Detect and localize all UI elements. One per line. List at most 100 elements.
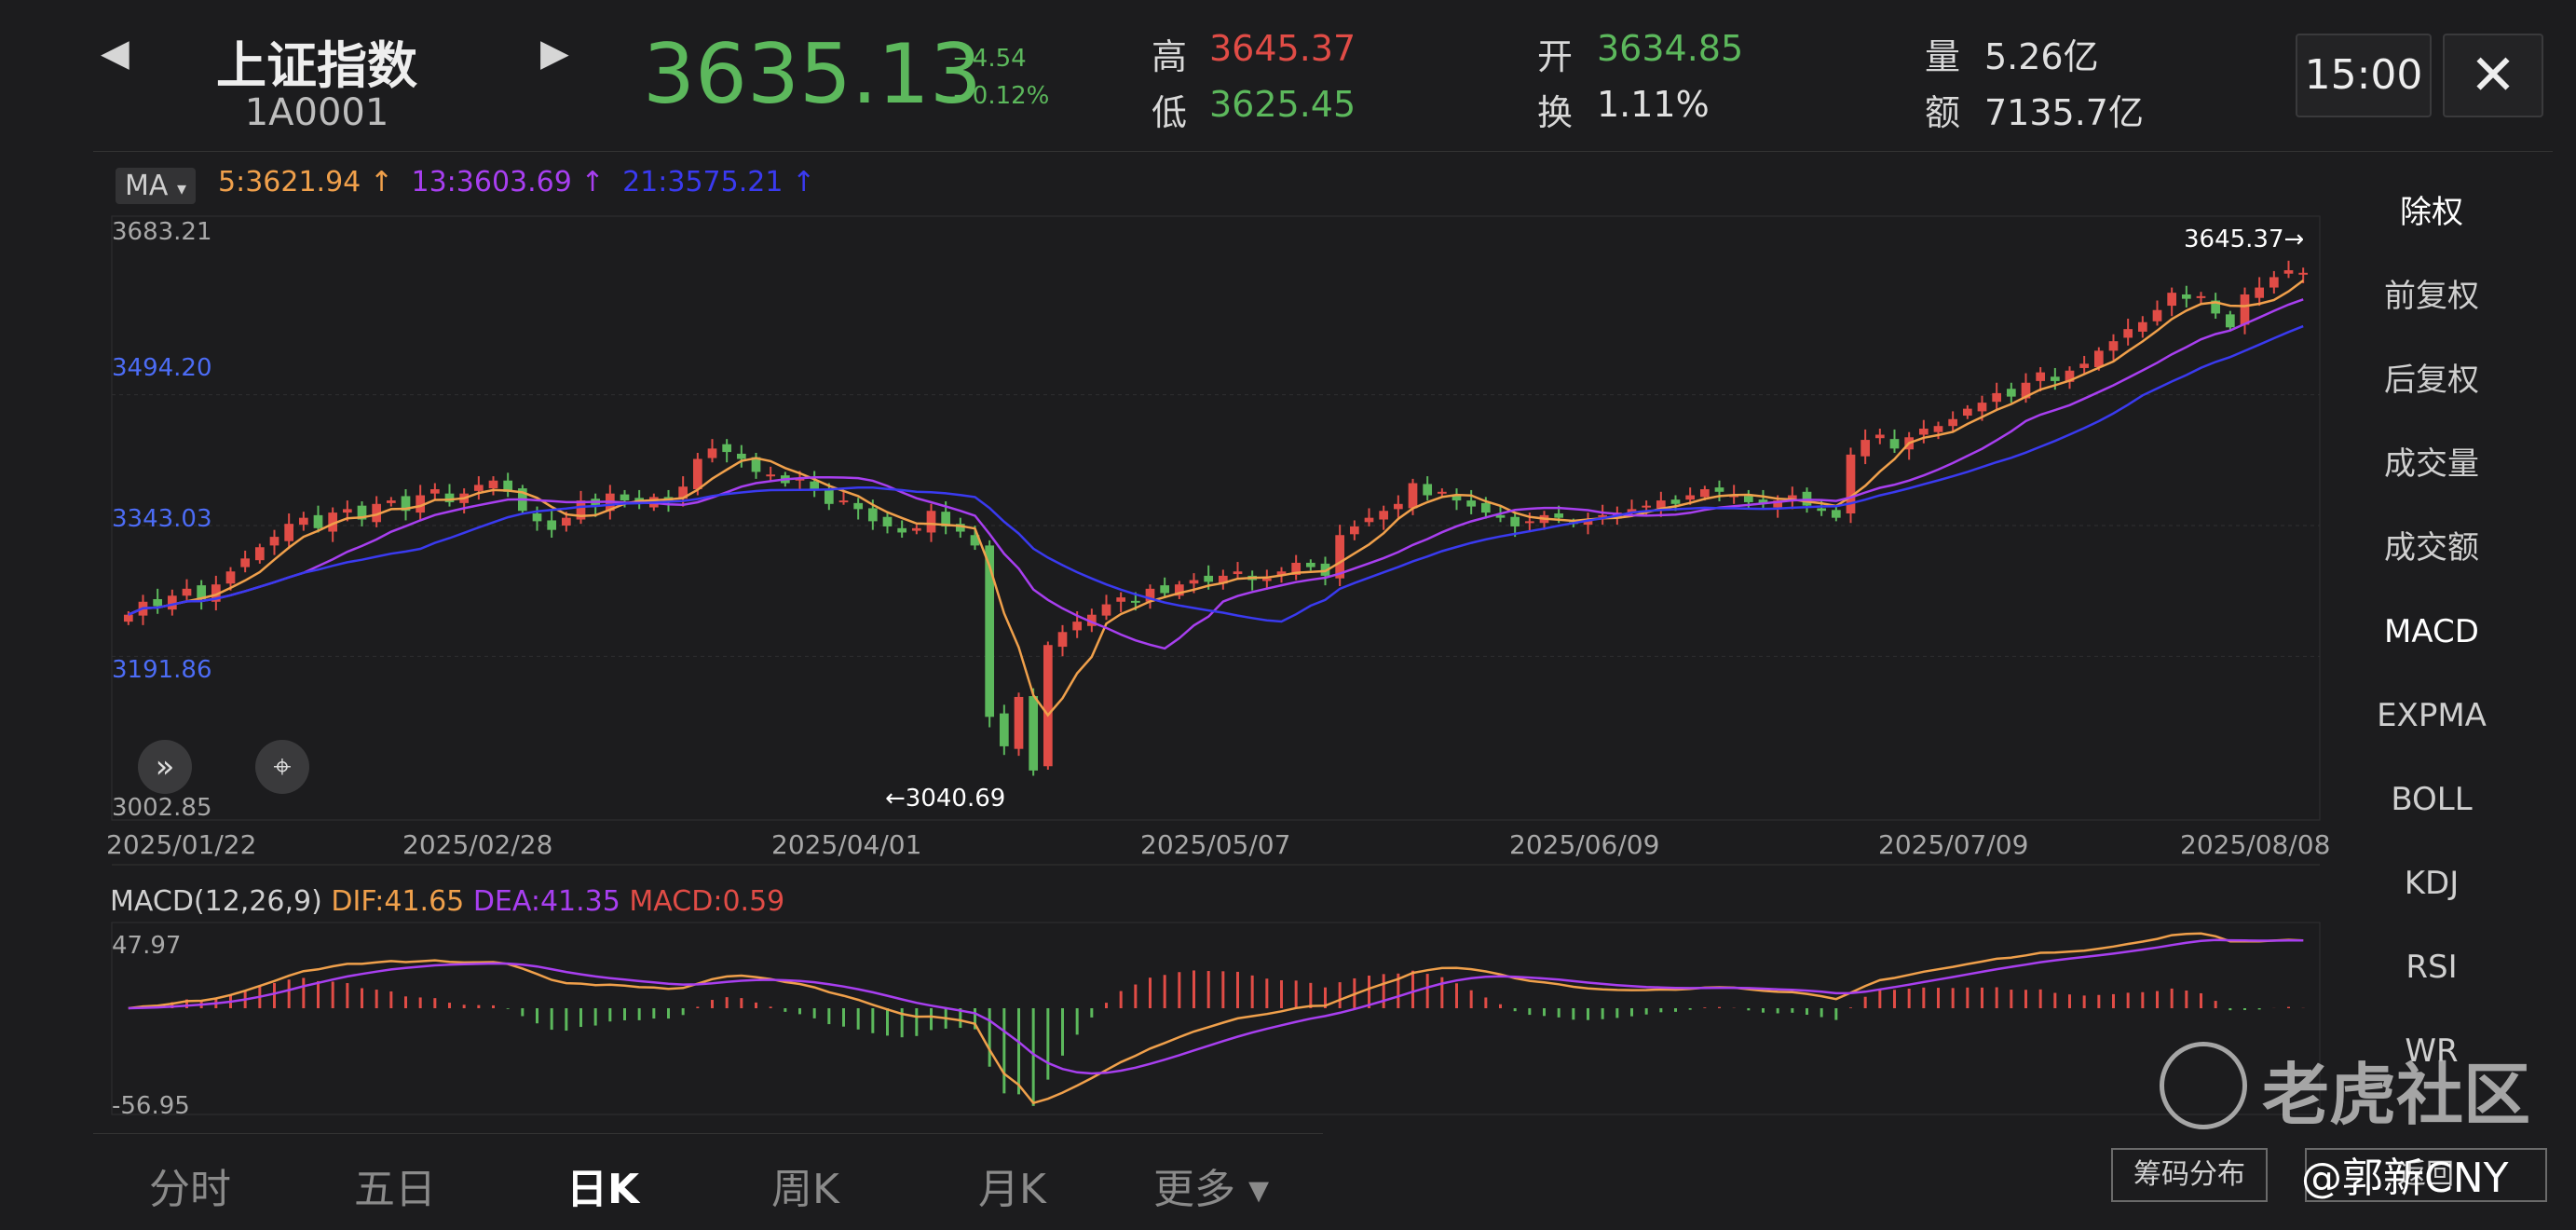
candle-body: [853, 502, 864, 510]
candle-body: [1379, 511, 1389, 520]
sidebar-item-3[interactable]: 成交量: [2384, 445, 2479, 483]
candle-body: [1524, 521, 1534, 524]
x-tick-2: 2025/02/28: [402, 829, 553, 860]
watermark-brand: 老虎社区: [2262, 1056, 2531, 1134]
sidebar-item-1[interactable]: 前复权: [2384, 278, 2479, 315]
turnover-label: 换: [1537, 92, 1574, 133]
x-tick-7: 2025/08/08: [2180, 829, 2331, 860]
ma21-value: 21:3575.21: [622, 166, 784, 198]
candle-body: [1086, 614, 1097, 626]
sidebar-item-7[interactable]: BOLL: [2391, 781, 2473, 818]
price-change-pct: −0.12%: [952, 82, 1050, 110]
candle-body: [1145, 588, 1155, 602]
candle-body: [1685, 495, 1696, 500]
candle-body: [1627, 509, 1637, 513]
x-tick-6: 2025/07/09: [1878, 829, 2029, 860]
time-button[interactable]: 15:00: [2296, 34, 2432, 117]
candle-body: [867, 508, 878, 522]
sidebar-item-5[interactable]: MACD: [2384, 613, 2479, 650]
candle-body: [1948, 418, 1958, 427]
candle-body: [167, 595, 177, 610]
candle-body: [1233, 571, 1243, 575]
candle-body: [1758, 499, 1768, 504]
ma21-up-arrow-icon: ↑: [791, 166, 816, 198]
macd-dea: DEA:41.35: [472, 885, 620, 918]
candle-body: [1583, 519, 1593, 526]
tab-monthly-k[interactable]: 月K: [978, 1166, 1046, 1213]
candle-body: [692, 458, 702, 490]
candle-body: [1291, 562, 1302, 575]
prev-stock-arrow-icon[interactable]: ◀: [101, 32, 129, 75]
candle-body: [1130, 600, 1140, 603]
candle-body: [1057, 632, 1068, 648]
tab-weekly-k[interactable]: 周K: [771, 1166, 839, 1213]
open-label: 开: [1537, 36, 1574, 77]
sidebar-item-6[interactable]: EXPMA: [2377, 697, 2487, 734]
close-icon[interactable]: ✕: [2443, 34, 2543, 117]
candle-body: [1335, 535, 1345, 579]
candle-body: [1642, 505, 1652, 508]
right-action-button[interactable]: 返回: [2305, 1148, 2547, 1202]
y-tick-3: 3343.03: [112, 505, 212, 533]
sidebar-item-8[interactable]: KDJ: [2404, 865, 2460, 902]
high-marker: 3645.37→: [2184, 226, 2305, 253]
candle-body: [1554, 513, 1564, 518]
candle-body: [2079, 363, 2090, 368]
candle-body: [2240, 294, 2250, 325]
bottom-divider: [93, 1133, 1323, 1134]
macd-dif: DIF:41.65: [331, 885, 465, 918]
macd-y-bottom: -56.95: [112, 1092, 190, 1120]
candle-body: [1423, 484, 1433, 496]
candle-body: [1174, 584, 1184, 596]
candle-body: [503, 480, 513, 492]
indicator-sidebar: 除权前复权后复权成交量成交额 MACD EXPMA BOLL KDJ RSI WR: [2329, 186, 2534, 1109]
price-change: −4.54: [952, 45, 1027, 73]
tab-more[interactable]: 更多 ▾: [1153, 1166, 1270, 1213]
candle-body: [1510, 516, 1520, 526]
sidebar-item-9[interactable]: RSI: [2406, 949, 2458, 986]
tab-daily-k[interactable]: 日K: [566, 1166, 640, 1213]
candle-body: [1043, 645, 1053, 767]
ma-selector[interactable]: MA ▾: [116, 168, 196, 204]
stock-code: 1A0001: [244, 91, 389, 134]
ma13-line: [128, 298, 2304, 650]
low-label: 低: [1152, 92, 1188, 133]
next-stock-arrow-icon[interactable]: ▶: [540, 32, 569, 75]
candle-body: [1656, 500, 1666, 509]
tab-intraday[interactable]: 分时: [149, 1166, 231, 1213]
candle-body: [1204, 575, 1214, 582]
candle-body: [1218, 575, 1228, 584]
macd-header: MACD(12,26,9) DIF:41.65 DEA:41.35 MACD:0…: [110, 885, 784, 918]
candle-body: [2298, 272, 2309, 275]
candle-body: [576, 500, 586, 520]
macd-value: MACD:0.59: [629, 885, 785, 918]
x-tick-3: 2025/04/01: [771, 829, 922, 860]
y-tick-2: 3494.20: [112, 354, 212, 382]
candle-body: [2255, 287, 2265, 298]
candle-body: [678, 486, 688, 499]
candle-body: [2225, 314, 2235, 328]
sidebar-item-2[interactable]: 后复权: [2384, 362, 2479, 399]
candle-body: [2065, 370, 2075, 382]
crosshair-icon[interactable]: ⌖: [255, 740, 309, 794]
volume-label: 量: [1925, 36, 1961, 77]
candle-body: [751, 457, 761, 472]
expand-chart-icon[interactable]: »: [138, 740, 192, 794]
candle-body: [1846, 454, 1856, 514]
candle-body: [2167, 293, 2177, 307]
chip-distribution-button[interactable]: 筹码分布: [2111, 1148, 2268, 1202]
sidebar-item-4[interactable]: 成交额: [2384, 529, 2479, 567]
sidebar-item-0[interactable]: 除权: [2400, 194, 2463, 231]
candle-body: [766, 474, 776, 477]
ma5-value: 5:3621.94: [218, 166, 361, 198]
ma-legend: 5:3621.94 ↑ 13:3603.69 ↑ 21:3575.21 ↑: [218, 166, 815, 198]
candle-body: [473, 485, 484, 491]
sidebar-item-10[interactable]: WR: [2405, 1032, 2459, 1070]
y-tick-bottom: 3002.85: [112, 794, 212, 822]
tab-five-day[interactable]: 五日: [354, 1166, 436, 1213]
turnover-value: 1.11%: [1597, 84, 1710, 125]
candle-body: [123, 614, 133, 622]
candle-body: [1101, 604, 1111, 616]
candle-body: [838, 500, 849, 503]
